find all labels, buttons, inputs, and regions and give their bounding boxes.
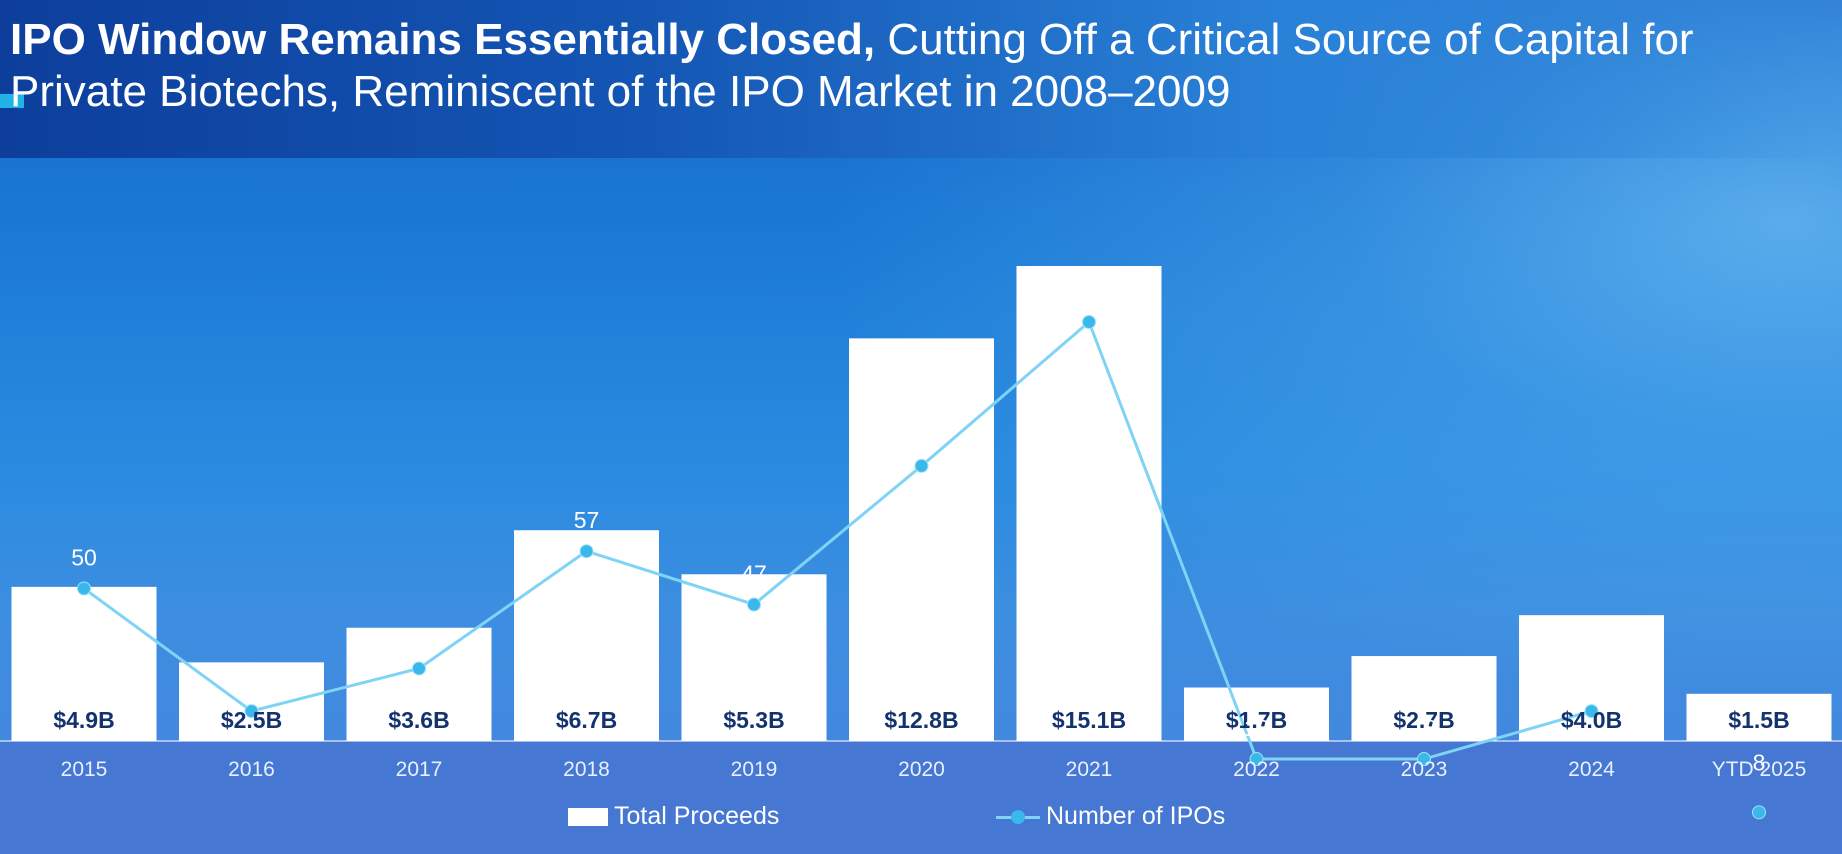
data-label-number-of-ipos: 100 [1070,278,1108,304]
data-label-number-of-ipos: 73 [909,422,935,448]
point-number-of-ipos [1417,752,1431,767]
legend-label-number-of-ipos: Number of IPOs [1046,802,1226,830]
data-label-number-of-ipos: 8 [1753,749,1766,775]
x-tick-label: 2021 [1066,758,1113,781]
data-label-number-of-ipos: 27 [239,667,265,693]
legend-item-total-proceeds: Total Proceeds [568,802,779,831]
data-label-total-proceeds: $15.1B [1052,707,1126,733]
data-label-total-proceeds: $1.5B [1728,707,1789,733]
point-number-of-ipos [1249,752,1264,767]
data-label-total-proceeds: $2.5B [221,707,282,733]
bar-total-proceeds [1351,656,1497,741]
x-tick-label: 2024 [1568,758,1615,781]
legend-label-total-proceeds: Total Proceeds [614,802,780,830]
legend-bar-swatch [568,807,608,826]
point-number-of-ipos [1752,805,1766,820]
data-label-number-of-ipos: 27 [1579,667,1605,693]
bar-total-proceeds [1686,693,1832,741]
chart-title-rest: Cutting Off a Critical Source of Capital… [10,15,1694,116]
bar-total-proceeds [1519,615,1664,741]
x-tick-label: 2017 [396,758,443,781]
point-number-of-ipos [579,544,594,559]
x-tick-label: 2018 [563,758,610,781]
data-label-total-proceeds: $4.9B [53,707,114,733]
point-number-of-ipos [1082,315,1096,329]
point-number-of-ipos [914,458,929,473]
data-label-total-proceeds: $3.6B [388,707,449,733]
legend-item-number-of-ipos: Number of IPOs [996,802,1225,831]
data-label-total-proceeds: $5.3B [723,707,784,733]
bar-total-proceeds [346,627,492,741]
point-number-of-ipos [77,581,91,596]
data-label-total-proceeds: $4.0B [1561,707,1622,733]
x-tick-label: 2015 [61,758,108,781]
data-label-number-of-ipos: 35 [406,624,432,650]
data-label-number-of-ipos: 50 [71,545,97,571]
bar-total-proceeds [1016,266,1162,741]
legend: Total Proceeds Number of IPOs [0,802,1842,836]
title-band [0,0,1842,158]
data-label-total-proceeds: $12.8B [884,707,958,733]
data-label-number-of-ipos: 18 [1244,715,1270,741]
point-number-of-ipos [1584,704,1599,719]
x-tick-label: 2023 [1401,758,1448,781]
data-label-total-proceeds: $6.7B [556,707,617,733]
chart-title-bold: IPO Window Remains Essentially Closed, [10,15,876,64]
legend-line-swatch [996,808,1040,826]
data-label-number-of-ipos: 47 [741,560,767,586]
point-number-of-ipos [747,597,761,612]
x-tick-label: 2016 [228,758,275,781]
x-tick-label: 2020 [898,758,945,781]
x-tick-label: YTD 2025 [1712,758,1807,781]
point-number-of-ipos [412,661,426,676]
x-tick-label: 2019 [731,758,778,781]
data-label-number-of-ipos: 57 [574,507,600,533]
point-number-of-ipos [244,704,259,719]
x-axis-band [0,741,1842,854]
data-label-total-proceeds: $2.7B [1393,707,1454,733]
line-number-of-ipos [83,319,1592,761]
data-label-total-proceeds: $1.7B [1226,707,1287,733]
bar-total-proceeds [1184,687,1329,741]
chart-title: IPO Window Remains Essentially Closed, C… [10,14,1830,118]
x-tick-label: 2022 [1233,758,1280,781]
bar-total-proceeds [849,338,994,741]
title-accent-mark [0,94,24,108]
data-label-number-of-ipos: 18 [1411,715,1437,741]
bar-total-proceeds [11,586,157,741]
